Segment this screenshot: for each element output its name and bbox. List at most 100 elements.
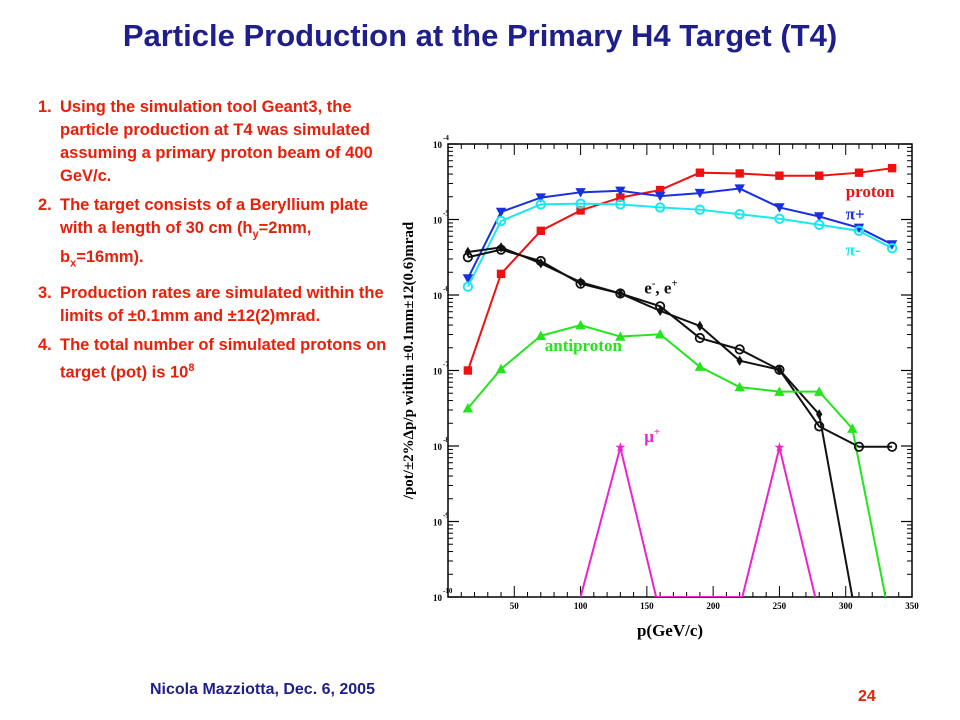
plot-frame xyxy=(447,143,913,598)
series-label: π+ xyxy=(846,205,865,224)
data-point xyxy=(774,386,785,396)
y-tick-exponent: -7 xyxy=(443,361,449,369)
bullet-text: x xyxy=(70,257,77,270)
series-label: antiproton xyxy=(545,336,623,355)
bullet-text: =2mm, b xyxy=(60,219,312,267)
data-point xyxy=(615,186,626,197)
data-point xyxy=(854,168,864,177)
page-number: 24 xyxy=(858,688,876,705)
data-point: ★ xyxy=(774,441,786,456)
x-tick-label: 350 xyxy=(905,601,919,611)
bullet-text: Using the simulation tool Geant3, the pa… xyxy=(60,98,373,185)
x-tick-label: 250 xyxy=(773,601,787,611)
bullet-text: y xyxy=(252,228,259,241)
data-point: ★ xyxy=(615,441,627,456)
series-line-4 xyxy=(467,246,854,597)
data-point xyxy=(736,355,743,366)
data-point xyxy=(887,163,897,173)
bullet-text: The total number of simulated protons on… xyxy=(60,335,387,382)
data-point xyxy=(695,168,705,177)
series-label-text: π+ xyxy=(846,205,865,224)
data-point xyxy=(575,188,586,198)
series-label-text: antiproton xyxy=(545,336,623,355)
series-label: e-, e+ xyxy=(644,277,678,297)
bullet-item: 4. The total number of simulated protons … xyxy=(38,334,390,385)
y-tick-exponent: -10 xyxy=(443,587,453,595)
data-point xyxy=(814,219,825,230)
y-tick-label: 10 xyxy=(433,140,443,150)
data-point xyxy=(576,206,585,215)
y-tick-exponent: -6 xyxy=(443,285,449,293)
data-point xyxy=(853,223,865,234)
x-tick-label: 100 xyxy=(574,601,588,611)
y-tick-label: 10 xyxy=(433,216,443,226)
data-point xyxy=(853,225,865,237)
bullet-number: 2. xyxy=(38,196,52,214)
series-line-6 xyxy=(579,447,817,597)
data-point xyxy=(774,213,785,224)
data-point xyxy=(814,386,825,396)
data-point xyxy=(694,361,706,371)
bullet-item: 2. The target consists of a Beryllium pla… xyxy=(38,194,390,276)
series-label-text: π- xyxy=(846,241,861,260)
bullet-item: 3. Production rates are simulated within … xyxy=(38,282,390,328)
bullet-number: 3. xyxy=(38,283,52,302)
series-label: π- xyxy=(846,241,861,260)
data-point xyxy=(847,423,858,433)
x-axis-label: p(GeV/c) xyxy=(637,621,703,640)
data-point xyxy=(495,207,507,218)
data-point xyxy=(575,198,586,209)
data-point xyxy=(656,305,664,317)
data-point xyxy=(496,269,506,279)
data-point xyxy=(814,421,825,432)
series-label-text: μ xyxy=(644,427,654,446)
data-point xyxy=(535,193,546,203)
bullet-text: 8 xyxy=(188,361,195,374)
series-label-sup: - xyxy=(652,277,656,289)
data-point xyxy=(734,184,745,194)
y-tick-exponent: -5 xyxy=(443,210,449,218)
series-label-sup: + xyxy=(654,426,660,438)
data-point xyxy=(814,212,825,222)
x-tick-label: 300 xyxy=(839,601,853,611)
data-point xyxy=(463,366,473,375)
series-label-sup: + xyxy=(671,277,677,289)
y-tick-exponent: -9 xyxy=(443,512,449,520)
data-point xyxy=(464,246,472,258)
bullet-number: 1. xyxy=(38,98,52,116)
data-point xyxy=(615,199,626,210)
data-point xyxy=(535,199,547,210)
data-point xyxy=(694,204,706,215)
data-point xyxy=(575,320,586,330)
data-point xyxy=(462,403,474,413)
series-line-3 xyxy=(467,248,893,448)
data-point xyxy=(462,274,474,284)
data-point xyxy=(654,329,666,339)
bullet-text: Production rates are simulated within th… xyxy=(60,283,384,325)
data-point xyxy=(734,381,745,392)
data-point xyxy=(886,242,898,254)
series-line-1 xyxy=(466,187,893,279)
bullet-text: The target consists of a Beryllium plate… xyxy=(60,196,369,237)
data-point xyxy=(734,209,745,220)
data-point xyxy=(536,226,545,236)
data-point xyxy=(694,188,706,199)
bullet-item: 1. Using the simulation tool Geant3, the … xyxy=(38,96,390,188)
data-point xyxy=(577,276,584,288)
series-label-text: proton xyxy=(846,182,895,201)
series-label-text: e xyxy=(644,278,652,297)
y-tick-exponent: -8 xyxy=(443,436,449,444)
y-tick-label: 10 xyxy=(433,442,443,452)
data-point xyxy=(734,344,745,355)
data-point xyxy=(735,169,744,178)
data-point xyxy=(774,203,785,213)
footer-author: Nicola Mazziotta, Dec. 6, 2005 xyxy=(150,681,375,698)
x-tick-label: 150 xyxy=(640,601,654,611)
series-line-5 xyxy=(467,324,887,597)
data-point xyxy=(655,185,665,195)
bullet-number: 4. xyxy=(38,335,52,354)
series-label: μ+ xyxy=(644,426,660,446)
data-point xyxy=(615,331,626,341)
bullet-list: 1. Using the simulation tool Geant3, the … xyxy=(38,96,390,390)
data-point xyxy=(776,364,783,375)
